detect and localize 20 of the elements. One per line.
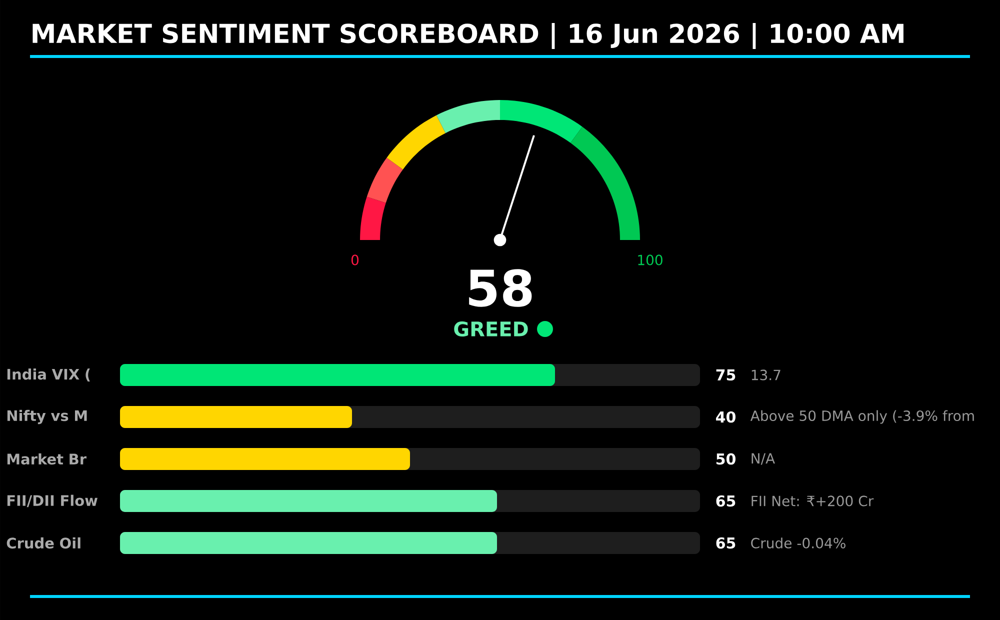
text: 58 <box>469 269 532 307</box>
y-tick-label: Nifty vs M <box>7 410 87 424</box>
data-label: 50 <box>716 453 736 465</box>
text: N/A <box>752 453 775 465</box>
text: 13.7 <box>752 370 780 380</box>
data-label: 75 <box>716 369 736 381</box>
y-tick-label: India VIX ( <box>7 368 90 382</box>
text: Above 50 DMA only (-3.9% from <box>750 410 974 424</box>
text: 100 <box>638 254 662 266</box>
text: 0 <box>351 254 359 266</box>
y-tick-label: FII/DII Flow <box>7 494 98 508</box>
data-label: 40 <box>716 411 736 423</box>
text: FII Net: ₹+200 Cr <box>752 496 874 506</box>
y-tick-label: Market Br <box>7 453 86 465</box>
text: Crude -0.04% <box>751 538 846 548</box>
chart-title: MARKET SENTIMENT SCOREBOARD | 16 Jun 2026 | 10:00 AM <box>32 22 904 49</box>
y-tick-label: Crude Oil <box>6 537 80 549</box>
data-label: 65 <box>716 537 736 549</box>
data-label: 65 <box>716 495 736 507</box>
legend-label: GREED <box>454 321 528 337</box>
